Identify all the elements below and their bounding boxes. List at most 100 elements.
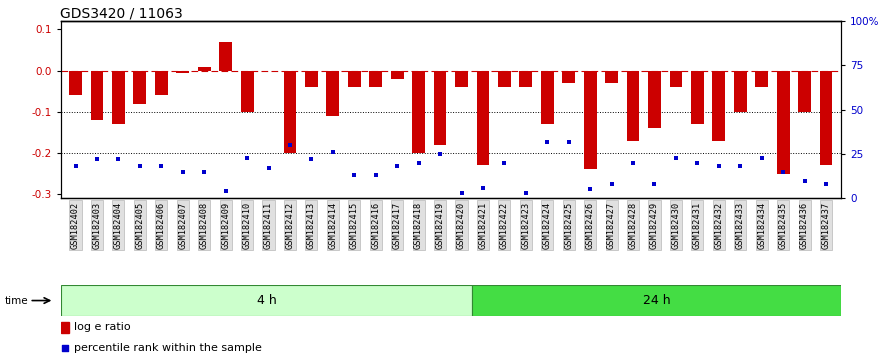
Text: GSM182431: GSM182431	[693, 201, 702, 249]
Bar	[327, 71, 339, 116]
Point	[111, 156, 125, 162]
Text: GSM182422: GSM182422	[500, 201, 509, 249]
Point	[368, 172, 383, 178]
Point	[283, 142, 297, 148]
Text: GSM182406: GSM182406	[157, 201, 166, 249]
Text: GSM182405: GSM182405	[135, 201, 144, 249]
Bar	[541, 71, 554, 124]
Point	[776, 169, 790, 175]
Point	[476, 185, 490, 190]
Text: GSM182410: GSM182410	[243, 201, 252, 249]
Bar	[756, 71, 768, 87]
Text: GSM182408: GSM182408	[199, 201, 208, 249]
Point	[433, 151, 447, 157]
Point	[133, 164, 147, 169]
Bar	[520, 71, 532, 87]
Text: GSM182433: GSM182433	[736, 201, 745, 249]
Point	[562, 139, 576, 144]
Point	[69, 164, 83, 169]
Bar	[305, 71, 318, 87]
Bar	[455, 71, 468, 87]
Point	[240, 155, 255, 160]
Bar	[134, 71, 146, 104]
Point	[733, 164, 748, 169]
Point	[390, 164, 404, 169]
Bar	[584, 71, 596, 170]
Text: GSM182428: GSM182428	[628, 201, 637, 249]
Bar	[605, 71, 618, 83]
Text: GSM182407: GSM182407	[178, 201, 187, 249]
Point	[90, 156, 104, 162]
Text: GSM182429: GSM182429	[650, 201, 659, 249]
Text: GSM182403: GSM182403	[93, 201, 101, 249]
Text: GSM182409: GSM182409	[221, 201, 231, 249]
Point	[755, 155, 769, 160]
Text: GSM182434: GSM182434	[757, 201, 766, 249]
Bar	[734, 71, 747, 112]
Text: GSM182425: GSM182425	[564, 201, 573, 249]
Text: GSM182412: GSM182412	[286, 201, 295, 249]
Text: GSM182411: GSM182411	[264, 201, 273, 249]
Bar	[391, 71, 403, 79]
Bar	[691, 71, 704, 124]
Point	[519, 190, 533, 196]
Point	[668, 155, 683, 160]
Point	[583, 187, 597, 192]
Text: GSM182432: GSM182432	[715, 201, 724, 249]
Bar	[412, 71, 425, 153]
Bar	[198, 67, 211, 71]
Bar	[627, 71, 640, 141]
Text: GSM182414: GSM182414	[328, 201, 337, 249]
Point	[498, 160, 512, 166]
Text: GSM182430: GSM182430	[671, 201, 681, 249]
Text: time: time	[4, 296, 28, 306]
Bar	[61, 285, 473, 316]
Text: GSM182436: GSM182436	[800, 201, 809, 249]
Point	[304, 156, 319, 162]
Point	[797, 178, 812, 183]
Bar	[348, 71, 360, 87]
Text: 24 h: 24 h	[643, 294, 670, 307]
Bar	[69, 71, 82, 95]
Text: GSM182416: GSM182416	[371, 201, 380, 249]
Bar	[369, 71, 382, 87]
Text: GSM182424: GSM182424	[543, 201, 552, 249]
Bar	[562, 71, 575, 83]
Text: log e ratio: log e ratio	[74, 322, 131, 332]
Point	[273, 257, 287, 262]
Bar	[176, 71, 190, 73]
Point	[647, 181, 661, 187]
Bar	[476, 71, 490, 165]
Text: GSM182417: GSM182417	[392, 201, 401, 249]
Bar	[433, 71, 447, 145]
Bar	[798, 71, 811, 112]
Text: GSM182426: GSM182426	[586, 201, 595, 249]
Text: GSM182418: GSM182418	[414, 201, 423, 249]
Point	[712, 164, 726, 169]
Bar	[820, 71, 832, 165]
Point	[691, 160, 705, 166]
Text: GSM182402: GSM182402	[71, 201, 80, 249]
Text: percentile rank within the sample: percentile rank within the sample	[74, 343, 262, 353]
Point	[604, 181, 619, 187]
Text: GSM182404: GSM182404	[114, 201, 123, 249]
Point	[197, 169, 211, 175]
Bar	[473, 285, 841, 316]
Bar	[91, 71, 103, 120]
Point	[540, 139, 554, 144]
Bar	[777, 71, 789, 173]
Point	[326, 149, 340, 155]
Bar	[112, 71, 125, 124]
Bar	[712, 71, 725, 141]
Bar	[498, 71, 511, 87]
Bar	[648, 71, 661, 128]
Point	[819, 181, 833, 187]
Text: GSM182420: GSM182420	[457, 201, 466, 249]
Point	[626, 160, 640, 166]
Text: GSM182427: GSM182427	[607, 201, 616, 249]
Text: GSM182423: GSM182423	[522, 201, 530, 249]
Bar	[240, 71, 254, 112]
Text: GSM182435: GSM182435	[779, 201, 788, 249]
Text: GSM182415: GSM182415	[350, 201, 359, 249]
Text: 4 h: 4 h	[256, 294, 277, 307]
